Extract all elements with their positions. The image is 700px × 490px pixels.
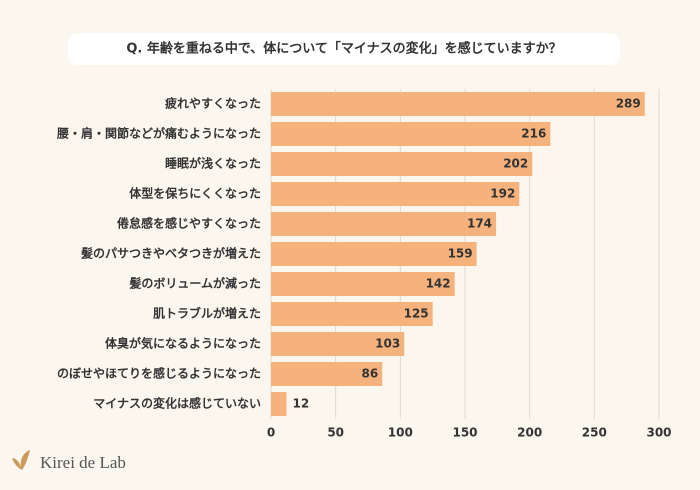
y-tick-label: 体型を保ちにくくなった [129,186,261,201]
bar [271,122,551,146]
value-label: 103 [375,337,400,351]
y-tick-label: 腰・肩・関節などが痛むようになった [56,126,261,141]
x-tick-label: 50 [327,426,344,440]
value-label: 192 [490,187,515,201]
x-tick-label: 300 [646,426,671,440]
y-tick-label: 疲れやすくなった [165,96,261,111]
y-tick-label: のぼせやほてりを感じるようになった [57,366,261,381]
bar [271,272,455,296]
value-label: 142 [426,277,451,291]
bar [271,182,520,206]
x-tick-label: 0 [267,426,275,440]
y-tick-label: 倦怠感を感じやすくなった [117,216,261,231]
x-tick-label: 100 [388,426,413,440]
bar [271,242,477,266]
brand-logo [12,450,30,470]
value-label: 159 [448,247,473,261]
y-tick-label: 髪のボリュームが減った [128,276,261,291]
y-tick-label: 体臭が気になるようになった [105,336,261,351]
y-tick-label: 髪のパサつきやベタつきが増えた [80,246,261,261]
bar [271,332,405,356]
brand-name: Kirei de Lab [40,453,126,472]
bar [271,92,645,116]
x-tick-label: 250 [582,426,607,440]
y-tick-label: 肌トラブルが増えた [152,306,261,321]
chart-title: Q. 年齢を重ねる中で、体について「マイナスの変化」を感じていますか？ [126,41,561,57]
x-tick-label: 200 [517,426,542,440]
y-tick-label: 睡眠が浅くなった [165,156,261,171]
value-label: 216 [521,127,546,141]
value-label: 202 [503,157,528,171]
x-tick-label: 150 [452,426,477,440]
y-tick-label: マイナスの変化は感じていない [93,396,261,411]
bar [271,362,383,386]
value-label: 125 [404,307,429,321]
title-box [68,33,620,65]
value-label: 12 [293,397,310,411]
value-label: 86 [362,367,379,381]
bar [271,152,533,176]
value-label: 289 [616,97,641,111]
bar [271,302,433,326]
bar [271,212,497,236]
value-label: 174 [467,217,492,231]
bar [271,392,287,416]
